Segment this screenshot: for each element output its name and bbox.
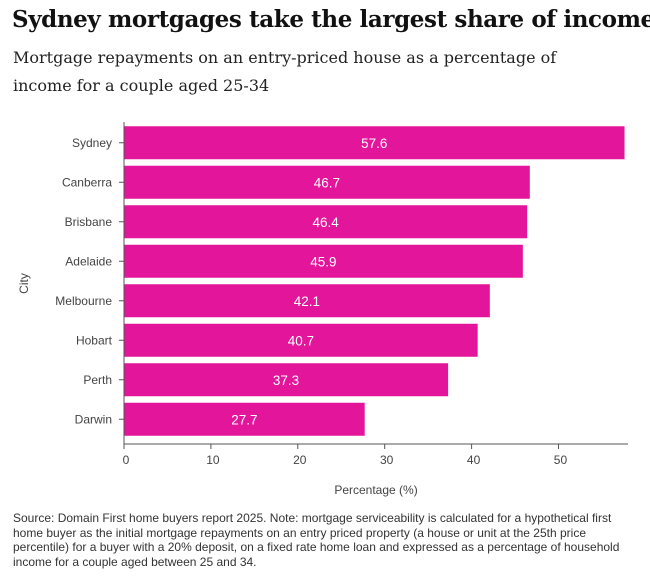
bar-hobart	[124, 323, 478, 357]
category-label-adelaide: Adelaide	[65, 254, 112, 268]
x-tick-label: 50	[554, 453, 568, 467]
x-axis-title: Percentage (%)	[334, 483, 417, 497]
category-label-hobart: Hobart	[76, 333, 113, 347]
y-axis-title: City	[17, 273, 31, 294]
category-label-perth: Perth	[83, 373, 112, 387]
data-label-perth: 37.3	[273, 373, 299, 388]
x-tick-label: 0	[123, 453, 130, 467]
data-label-canberra: 46.7	[314, 175, 340, 190]
bar-adelaide	[124, 244, 523, 278]
chart-title: Sydney mortgages take the largest share …	[12, 6, 650, 33]
bar-perth	[124, 363, 449, 397]
chart-subtitle: Mortgage repayments on an entry-priced h…	[13, 48, 557, 95]
x-tick-label: 40	[467, 453, 481, 467]
x-tick-label: 30	[380, 453, 394, 467]
category-labels: Sydney Canberra Brisbane Adelaide Melbourne H…	[55, 136, 124, 426]
bar-canberra	[124, 165, 530, 199]
x-axis-ticks: 0 10 20 30 40 50	[123, 444, 568, 467]
bar-sydney	[124, 126, 625, 160]
data-label-hobart: 40.7	[288, 333, 314, 348]
bars-group: 57.6 46.7 46.4 45.9 42.1 40.7 37.3 27.7	[124, 126, 625, 436]
data-label-adelaide: 45.9	[310, 254, 336, 269]
category-label-sydney: Sydney	[72, 136, 112, 150]
category-label-darwin: Darwin	[75, 412, 112, 426]
data-label-melbourne: 42.1	[294, 294, 320, 309]
category-label-melbourne: Melbourne	[55, 294, 112, 308]
source-note: Source: Domain First home buyers report …	[13, 511, 620, 569]
category-label-canberra: Canberra	[62, 175, 112, 189]
x-tick-label: 10	[206, 453, 220, 467]
data-label-darwin: 27.7	[231, 412, 257, 427]
category-label-brisbane: Brisbane	[65, 215, 113, 229]
bar-brisbane	[124, 205, 528, 239]
bar-melbourne	[124, 284, 490, 318]
data-label-brisbane: 46.4	[312, 215, 339, 230]
x-tick-label: 20	[293, 453, 307, 467]
data-label-sydney: 57.6	[361, 136, 387, 151]
bar-darwin	[124, 402, 365, 436]
bar-chart: 57.6 46.7 46.4 45.9 42.1 40.7 37.3 27.7 Sydney C…	[17, 122, 628, 497]
